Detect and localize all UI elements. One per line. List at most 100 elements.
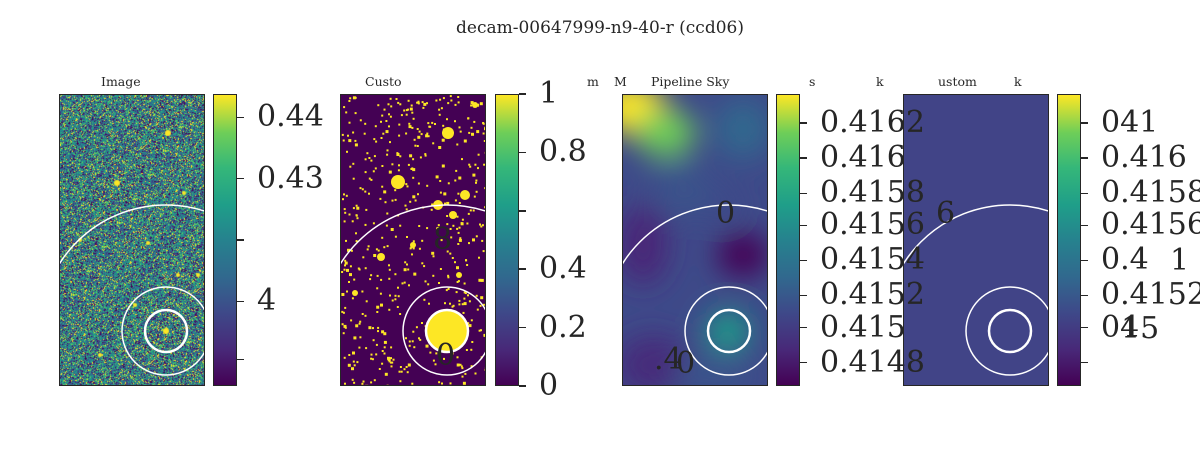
mask-pixel	[485, 145, 486, 147]
custom-mask-panel	[340, 94, 486, 386]
mask-blob	[449, 211, 457, 219]
mask-pixel	[394, 298, 397, 301]
mask-pixel	[405, 132, 408, 135]
mask-pixel	[406, 263, 408, 266]
mask-pixel	[426, 184, 429, 187]
mask-pixel	[475, 235, 478, 238]
mask-pixel	[399, 366, 402, 368]
mask-pixel	[439, 98, 442, 101]
mask-pixel	[464, 372, 467, 375]
mask-pixel	[346, 268, 349, 272]
mask-pixel	[449, 228, 452, 230]
mask-pixel	[427, 122, 430, 125]
mask-pixel	[341, 310, 344, 313]
mask-pixel	[456, 143, 459, 146]
mask-pixel	[363, 132, 366, 135]
mask-pixel	[388, 360, 391, 363]
mask-pixel	[365, 384, 369, 385]
mask-pixel	[427, 283, 430, 286]
colorbar-tick	[519, 385, 526, 387]
mask-pixel	[365, 347, 368, 350]
mask-pixel	[361, 290, 364, 293]
colorbar-tick-label: 0.4156	[820, 207, 925, 243]
mask-pixel	[361, 313, 364, 315]
mask-pixel	[449, 382, 452, 385]
mask-pixel	[455, 291, 458, 294]
mask-blob	[442, 127, 454, 139]
mask-pixel	[386, 212, 389, 215]
mask-pixel	[373, 379, 376, 382]
mask-pixel	[407, 99, 410, 102]
mask-pixel	[354, 139, 357, 142]
mask-pixel	[355, 240, 358, 243]
mask-pixel	[400, 370, 403, 373]
mask-pixel	[411, 126, 414, 129]
mask-pixel	[421, 101, 424, 104]
mask-pixel	[348, 100, 351, 102]
mask-pixel	[479, 102, 483, 106]
colorbar-tick-label: 0.4	[539, 251, 587, 287]
mask-pixel	[359, 320, 362, 323]
mask-pixel	[424, 154, 427, 157]
mask-pixel	[399, 155, 402, 158]
mask-pixel	[400, 114, 403, 117]
mask-pixel	[431, 251, 435, 255]
mask-pixel	[416, 101, 419, 104]
mask-pixel	[476, 308, 479, 311]
mask-pixel	[399, 224, 402, 227]
mask-pixel	[406, 185, 409, 188]
mask-pixel	[396, 306, 399, 308]
mask-pixel	[435, 175, 439, 179]
mask-pixel	[412, 330, 415, 333]
mask-pixel	[342, 332, 345, 335]
mask-pixel	[403, 109, 406, 112]
colorbar-tick	[800, 122, 807, 124]
colorbar-tick-label: 0.43	[257, 160, 324, 196]
mask-pixel	[398, 134, 401, 137]
mask-pixel	[349, 265, 352, 268]
outer-annulus-circle	[341, 204, 485, 265]
mask-pixel	[348, 354, 351, 356]
mask-pixel	[467, 294, 469, 297]
stray-label: 15	[1121, 311, 1160, 346]
mask-pixel	[429, 125, 432, 128]
mask-pixel	[361, 382, 364, 385]
mask-pixel	[353, 364, 356, 367]
mask-pixel	[376, 274, 379, 277]
mask-pixel	[364, 267, 367, 270]
mask-pixel	[405, 208, 408, 211]
mask-pixel	[381, 236, 384, 239]
colorbar-tick-label: 0.4156	[1101, 207, 1200, 243]
mask-pixel	[341, 293, 345, 296]
panel-title-pipeline-sky: Pipeline Sky	[651, 74, 730, 89]
mask-pixel	[372, 339, 375, 342]
mask-pixel	[405, 337, 407, 340]
mask-pixel	[342, 198, 344, 201]
mask-pixel	[446, 250, 449, 253]
colorbar-tick	[800, 192, 807, 195]
mask-pixel	[394, 294, 397, 297]
mask-pixel	[463, 291, 466, 294]
mask-pixel	[463, 297, 466, 300]
mask-pixel	[358, 346, 361, 349]
mask-pixel	[410, 104, 413, 107]
mask-pixel	[481, 224, 484, 227]
mask-pixel	[377, 249, 380, 252]
mask-pixel	[407, 268, 410, 271]
mask-pixel	[391, 299, 394, 302]
mask-pixel	[407, 108, 409, 111]
mask-pixel	[407, 363, 411, 367]
mask-pixel	[461, 158, 463, 161]
mask-pixel	[407, 163, 410, 166]
mask-pixel	[451, 305, 454, 308]
colorbar-tick	[800, 326, 807, 329]
mask-pixel	[437, 224, 440, 227]
mask-pixel	[463, 302, 467, 306]
mask-pixel	[415, 326, 418, 329]
mask-pixel	[478, 329, 481, 332]
mask-pixel	[483, 334, 485, 337]
mask-pixel	[458, 299, 461, 302]
mask-pixel	[461, 218, 464, 221]
mask-pixel	[352, 162, 355, 165]
colorbar-tick	[237, 300, 244, 303]
